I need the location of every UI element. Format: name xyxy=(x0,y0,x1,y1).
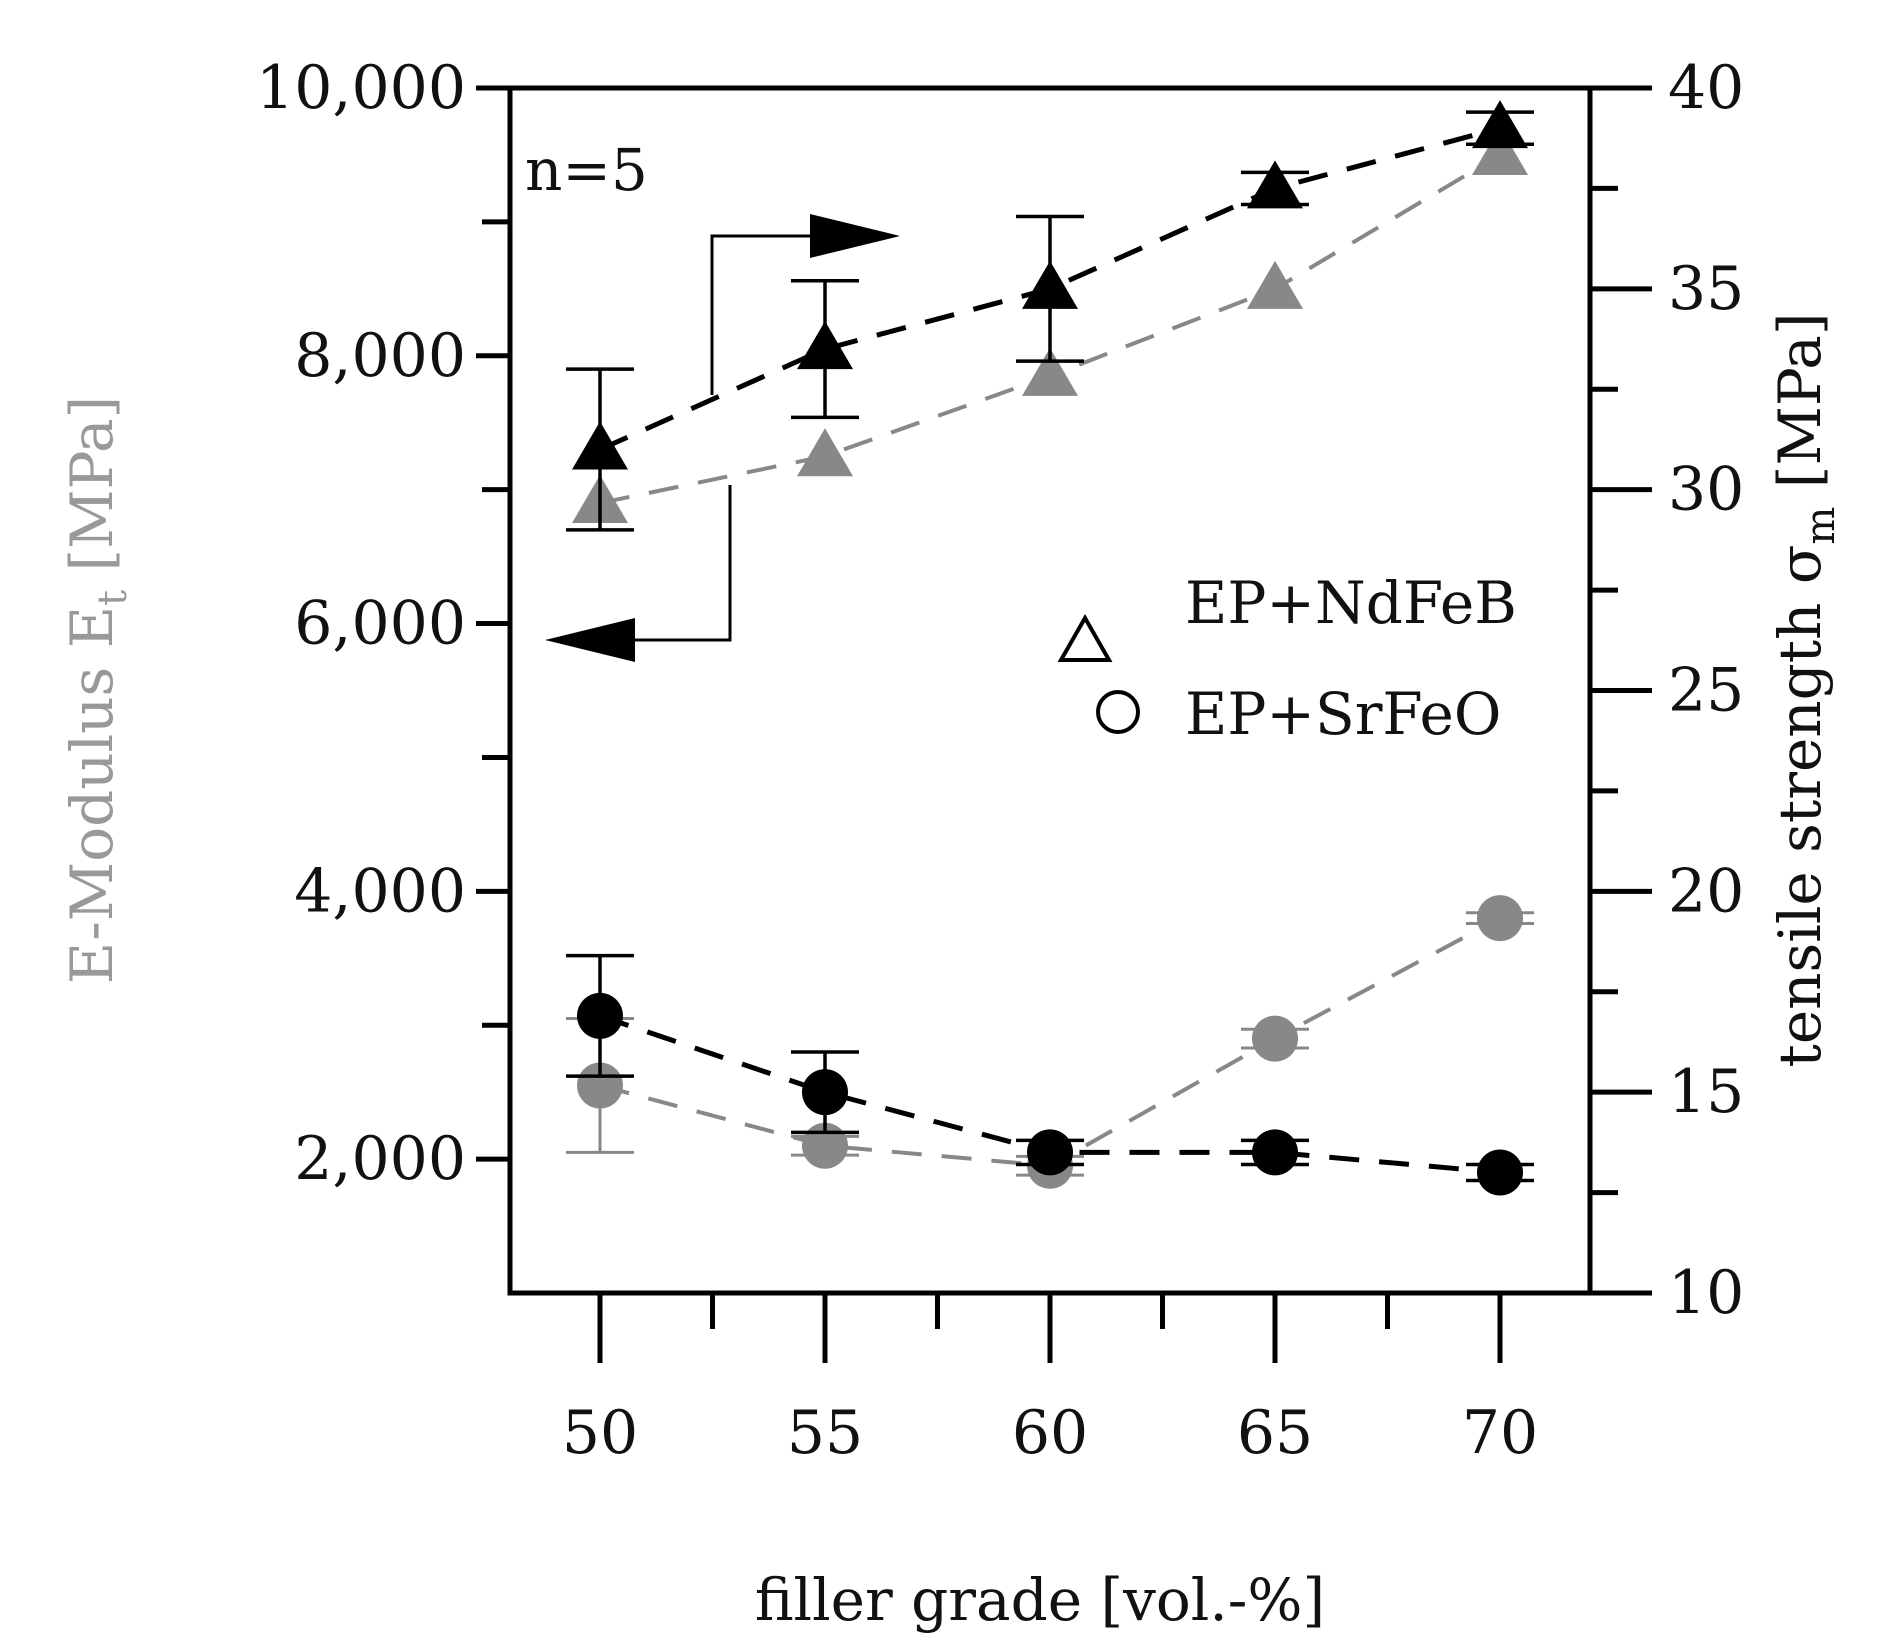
x-tick-label: 65 xyxy=(1237,1398,1313,1468)
right-axis-label: tensile strength σm [MPa] xyxy=(1766,313,1844,1068)
data-point-circle xyxy=(1477,1149,1523,1196)
data-point-circle xyxy=(1252,1129,1298,1176)
chart-text: n=5 filler grade [vol.-%] E-Modulus Et [… xyxy=(58,136,1844,1634)
data-point-triangle xyxy=(1022,347,1078,396)
left-tick-label: 10,000 xyxy=(256,53,466,123)
right-axis-arrow-line xyxy=(710,234,820,395)
data-point-circle xyxy=(577,1062,623,1109)
legend-label-ndfeb: EP+NdFeB xyxy=(1185,569,1517,637)
right-axis-label-main: tensile strength σ xyxy=(1766,545,1834,1068)
left-axis-arrow-line xyxy=(630,485,732,642)
x-tick-label: 55 xyxy=(787,1398,863,1468)
data-point-circle xyxy=(1027,1129,1073,1176)
right-tick-label: 10 xyxy=(1668,1258,1744,1328)
axes-frame: 2,000 4,000 6,000 8,000 10,000 10 15 20 25 30 35 40… xyxy=(256,53,1744,1468)
left-tick-label: 4,000 xyxy=(294,856,466,926)
left-axis-label-sub: t xyxy=(90,590,136,606)
data-point-circle xyxy=(1252,1015,1298,1062)
right-tick-label: 15 xyxy=(1668,1057,1744,1127)
x-tick-label: 70 xyxy=(1462,1398,1538,1468)
right-axis-arrow-head-icon xyxy=(810,214,900,258)
data-point-triangle xyxy=(1472,100,1528,149)
data-marks xyxy=(545,100,1534,1196)
data-point-circle xyxy=(802,1069,848,1116)
data-point-triangle xyxy=(797,321,853,370)
left-axis-label: E-Modulus Et [MPa] xyxy=(58,396,136,984)
legend-label-srfeo: EP+SrFeO xyxy=(1185,680,1501,748)
data-point-triangle xyxy=(797,428,853,477)
right-tick-label: 35 xyxy=(1668,254,1744,324)
data-point-triangle xyxy=(1472,126,1528,175)
legend-circle-icon xyxy=(1096,690,1140,734)
legend-triangle-icon xyxy=(1057,613,1113,662)
data-point-triangle xyxy=(1022,260,1078,309)
right-tick-label: 40 xyxy=(1668,53,1744,123)
x-axis-label: filler grade [vol.-%] xyxy=(755,1566,1325,1634)
right-tick-label: 30 xyxy=(1668,455,1744,525)
right-tick-label: 25 xyxy=(1668,656,1744,726)
left-tick-label: 2,000 xyxy=(294,1124,466,1194)
right-tick-label: 20 xyxy=(1668,856,1744,926)
left-tick-label: 8,000 xyxy=(294,321,466,391)
data-point-circle xyxy=(802,1122,848,1169)
left-axis-label-main: E-Modulus E xyxy=(58,606,126,984)
series-line xyxy=(599,916,1501,1168)
x-tick-label: 60 xyxy=(1012,1398,1088,1468)
data-point-circle xyxy=(1477,895,1523,942)
right-axis-label-sub: m xyxy=(1798,507,1844,545)
left-axis-label-unit: [MPa] xyxy=(58,396,126,590)
right-axis-label-unit: [MPa] xyxy=(1766,313,1834,507)
left-tick-label: 6,000 xyxy=(294,589,466,659)
left-axis-arrow-head-icon xyxy=(545,618,635,662)
x-tick-label: 50 xyxy=(562,1398,638,1468)
data-point-triangle xyxy=(572,421,628,470)
data-point-circle xyxy=(577,992,623,1039)
data-point-triangle xyxy=(1247,260,1303,309)
data-point-triangle xyxy=(1247,160,1303,209)
sample-size-annotation: n=5 xyxy=(525,136,648,204)
